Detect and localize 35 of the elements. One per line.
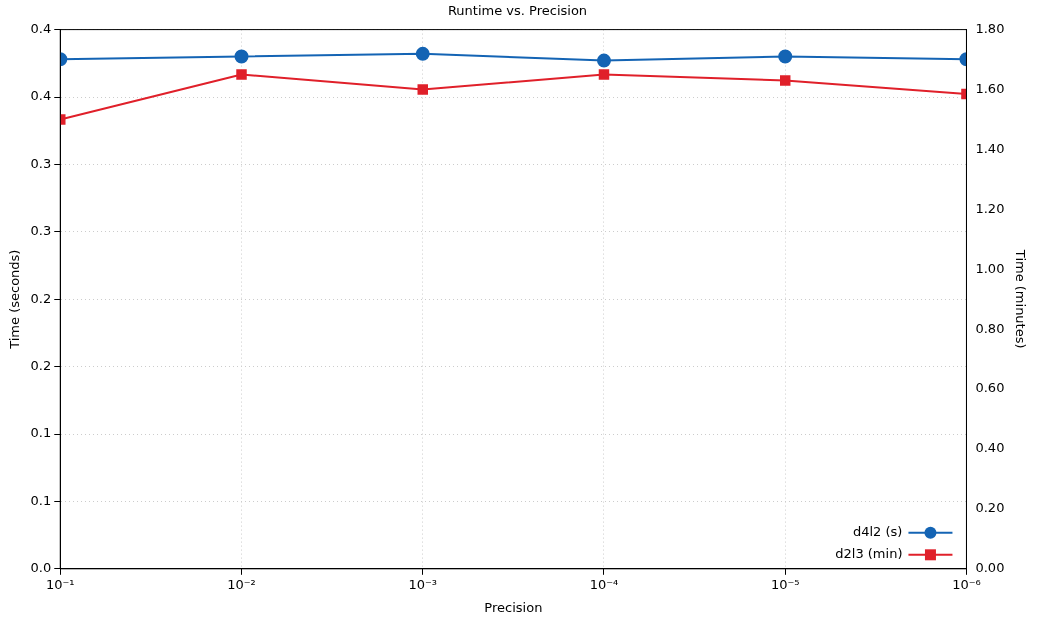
y-tick-label: 0.3	[30, 223, 52, 239]
y2-axis-title: Time (minutes)	[1012, 248, 1028, 349]
x-axis-title: Precision	[484, 599, 543, 615]
y2-tick-label: 0.40	[975, 440, 1005, 456]
y-tick-label: 0.0	[30, 560, 52, 576]
y-tick-label: 0.2	[30, 290, 52, 306]
y-tick-label: 0.1	[30, 425, 52, 441]
y-tick-label: 0.4	[30, 20, 52, 36]
y2-tick-label: 1.60	[975, 80, 1005, 96]
x-tick-label: 10⁻³	[408, 576, 438, 592]
y2-tick-label: 0.60	[975, 380, 1005, 396]
x-tick-label: 10⁻¹	[45, 576, 75, 592]
point	[598, 69, 610, 80]
x-tick-label: 10⁻⁶	[952, 576, 981, 592]
point	[779, 75, 791, 86]
chart-title: Runtime vs. Precision	[447, 3, 588, 19]
y-axis-title: Time (seconds)	[7, 249, 23, 350]
y2-tick-label: 0.20	[975, 500, 1005, 516]
point	[417, 84, 428, 95]
legend-label: d4l2 (s)	[852, 524, 903, 540]
y-tick-label: 0.1	[30, 492, 52, 508]
y2-tick-label: 1.00	[975, 260, 1005, 276]
x-tick-label: 10⁻⁴	[589, 576, 619, 592]
y-tick-label: 0.3	[30, 155, 52, 171]
y2-tick-label: 1.40	[975, 140, 1005, 156]
y2-tick-label: 1.20	[975, 200, 1005, 216]
y-tick-label: 0.2	[30, 357, 52, 373]
x-tick-label: 10⁻²	[227, 576, 256, 592]
y-tick-label: 0.4	[30, 88, 52, 104]
legend-label: d2l3 (min)	[835, 546, 903, 562]
y2-tick-label: 0.80	[975, 320, 1005, 336]
y2-tick-label: 0.00	[975, 560, 1005, 576]
point	[236, 69, 247, 80]
y2-tick-label: 1.80	[975, 20, 1005, 36]
x-tick-label: 10⁻⁵	[770, 576, 800, 592]
